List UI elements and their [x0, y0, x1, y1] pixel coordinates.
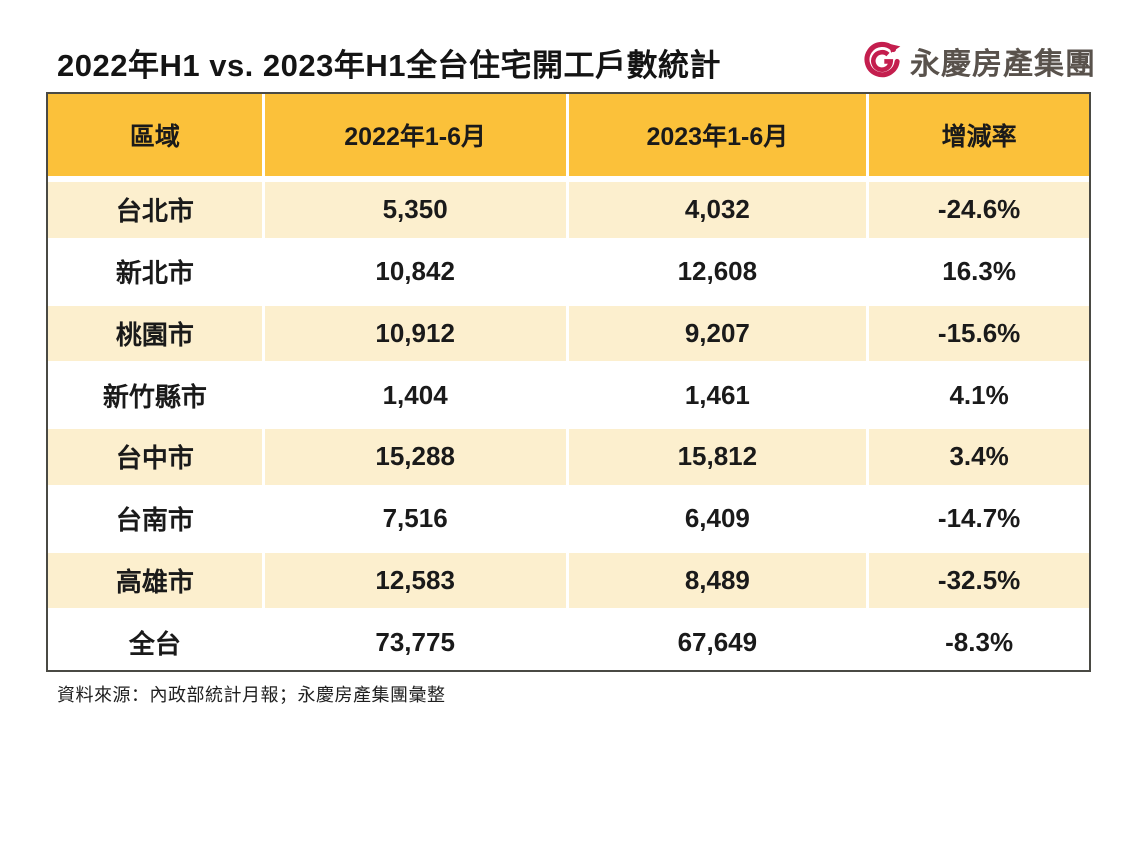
- page-title: 2022年H1 vs. 2023年H1全台住宅開工戶數統計: [57, 48, 722, 83]
- table-cell: 4,032: [568, 182, 867, 238]
- header-cell: 區域: [48, 94, 262, 176]
- table-cell: 高雄市: [48, 552, 262, 609]
- table-cell: 15,288: [264, 429, 566, 485]
- company-logo: 永慶房產集團: [860, 38, 1096, 84]
- table-cell: 新竹縣市: [48, 367, 262, 423]
- table-cell: 全台: [48, 614, 262, 670]
- header-cell: 增減率: [869, 94, 1089, 176]
- table-cell: 73,775: [264, 614, 566, 670]
- table-cell: 67,649: [568, 614, 867, 670]
- table-cell: 5,350: [264, 182, 566, 238]
- table-cell: 16.3%: [869, 243, 1089, 300]
- source-note: 資料來源：內政部統計月報；永慶房產集團彙整: [57, 685, 446, 705]
- table-cell: 3.4%: [869, 429, 1089, 485]
- table-cell: 12,608: [568, 243, 867, 300]
- table-cell: 10,842: [264, 243, 566, 300]
- table-cell: 4.1%: [869, 367, 1089, 423]
- table-cell: 9,207: [568, 305, 867, 362]
- table-cell: -15.6%: [869, 305, 1089, 362]
- table-cell: -32.5%: [869, 552, 1089, 609]
- stats-table: 區域 2022年1-6月 2023年1-6月 增減率台北市 5,350 4,032 -24.…: [46, 92, 1091, 672]
- table-cell: 台中市: [48, 429, 262, 485]
- table-cell: 7,516: [264, 490, 566, 547]
- table-cell: 新北市: [48, 243, 262, 300]
- table-cell: -24.6%: [869, 182, 1089, 238]
- table-cell: 12,583: [264, 552, 566, 609]
- table-cell: 台南市: [48, 490, 262, 547]
- table-cell: -14.7%: [869, 490, 1089, 547]
- table-cell: 台北市: [48, 182, 262, 238]
- table-cell: 8,489: [568, 552, 867, 609]
- table-cell: 桃園市: [48, 305, 262, 362]
- table-cell: 10,912: [264, 305, 566, 362]
- table-cell: 6,409: [568, 490, 867, 547]
- yungching-logo-icon: [860, 39, 904, 83]
- company-logo-text: 永慶房產集團: [910, 48, 1096, 81]
- table-cell: 1,404: [264, 367, 566, 423]
- header-cell: 2022年1-6月: [264, 94, 566, 176]
- table-cell: -8.3%: [869, 614, 1089, 670]
- table-cell: 1,461: [568, 367, 867, 423]
- table-cell: 15,812: [568, 429, 867, 485]
- header-cell: 2023年1-6月: [568, 94, 867, 176]
